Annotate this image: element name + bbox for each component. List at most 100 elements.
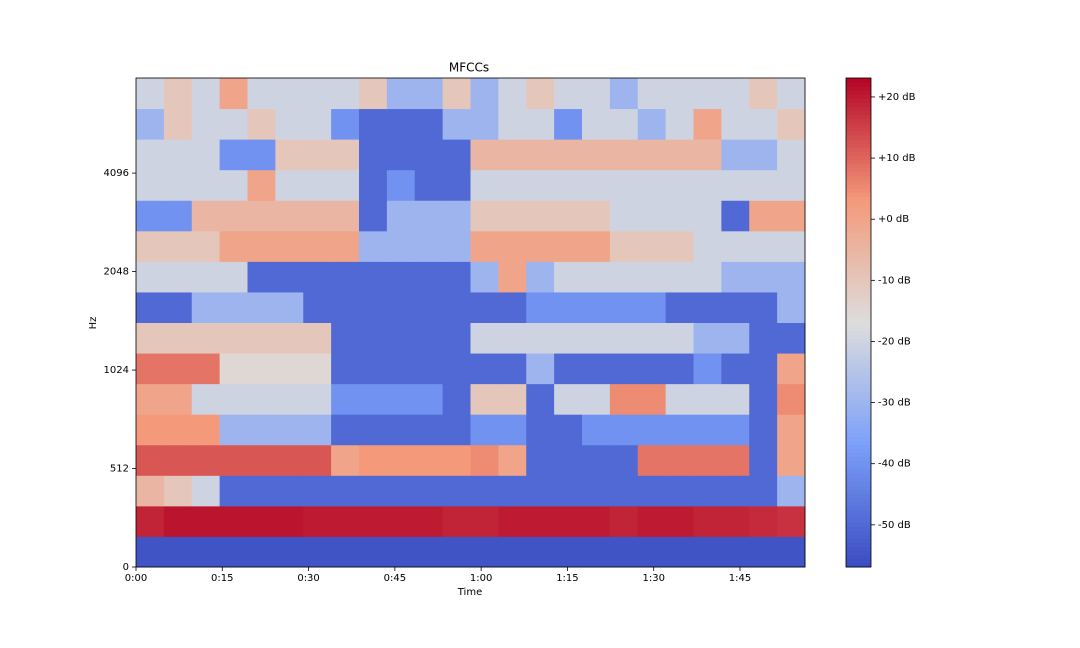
heatmap-cell bbox=[386, 169, 416, 201]
heatmap-cell bbox=[303, 169, 332, 201]
heatmap-cell bbox=[721, 261, 750, 293]
heatmap-cell bbox=[303, 139, 332, 171]
heatmap-cell bbox=[721, 78, 750, 110]
heatmap-cell bbox=[163, 536, 193, 568]
heatmap-cell bbox=[554, 200, 583, 232]
colorbar-step bbox=[846, 98, 871, 103]
heatmap-cell bbox=[275, 322, 304, 354]
heatmap-cell bbox=[331, 200, 360, 232]
colorbar-step bbox=[846, 212, 871, 218]
heatmap-cell bbox=[554, 444, 583, 476]
colorbar-step bbox=[846, 245, 871, 250]
colorbar-step bbox=[846, 86, 871, 91]
heatmap-cell bbox=[442, 505, 471, 537]
colorbar-step bbox=[846, 534, 871, 539]
heatmap-cell bbox=[777, 200, 806, 232]
heatmap-cell bbox=[554, 322, 583, 354]
heatmap-cell bbox=[163, 414, 193, 446]
heatmap-cell bbox=[777, 353, 806, 385]
colorbar-step bbox=[846, 122, 871, 128]
heatmap-cell bbox=[442, 444, 471, 476]
heatmap-cell bbox=[219, 78, 248, 110]
colorbar-step bbox=[846, 440, 871, 446]
heatmap-cell bbox=[470, 230, 499, 262]
heatmap-cell bbox=[470, 108, 499, 140]
heatmap-cell bbox=[386, 383, 416, 415]
x-tick-label: 1:00 bbox=[470, 573, 492, 584]
heatmap-cell bbox=[442, 414, 471, 446]
heatmap-cell bbox=[665, 444, 694, 476]
heatmap-cell bbox=[163, 230, 193, 262]
heatmap-cell bbox=[359, 139, 388, 171]
heatmap-cell bbox=[665, 536, 694, 568]
heatmap-cell bbox=[386, 108, 416, 140]
heatmap-cell bbox=[303, 78, 332, 110]
colorbar-step bbox=[846, 522, 871, 527]
heatmap-cell bbox=[275, 383, 304, 415]
heatmap-cell bbox=[414, 536, 444, 568]
heatmap-cell bbox=[665, 414, 694, 446]
heatmap-cell bbox=[749, 230, 778, 262]
heatmap-cell bbox=[749, 444, 778, 476]
heatmap-cell bbox=[693, 414, 722, 446]
heatmap-cell bbox=[693, 291, 722, 323]
heatmap-cell bbox=[721, 414, 750, 446]
heatmap-cell bbox=[136, 353, 165, 385]
colorbar-step bbox=[846, 489, 871, 495]
heatmap-cell bbox=[609, 505, 639, 537]
colorbar-step bbox=[846, 253, 871, 258]
colorbar-step bbox=[846, 285, 871, 291]
colorbar-step bbox=[846, 501, 871, 507]
heatmap-cell bbox=[219, 139, 248, 171]
heatmap-cell bbox=[749, 139, 778, 171]
colorbar-step bbox=[846, 518, 871, 523]
x-tick-label: 0:15 bbox=[211, 573, 233, 584]
heatmap-cell bbox=[582, 414, 611, 446]
colorbar-step bbox=[846, 542, 871, 548]
heatmap-cell bbox=[582, 383, 611, 415]
heatmap-cell bbox=[609, 169, 639, 201]
heatmap-cell bbox=[442, 200, 471, 232]
colorbar-step bbox=[846, 228, 871, 234]
heatmap-cell bbox=[163, 261, 193, 293]
heatmap-cell bbox=[136, 78, 165, 110]
heatmap-cell bbox=[136, 139, 165, 171]
heatmap-cell bbox=[359, 322, 388, 354]
heatmap-cell bbox=[275, 505, 304, 537]
heatmap-cell bbox=[136, 230, 165, 262]
heatmap-cell bbox=[414, 139, 444, 171]
colorbar-step bbox=[846, 196, 871, 201]
colorbar-step bbox=[846, 94, 871, 99]
heatmap-cell bbox=[609, 291, 639, 323]
heatmap-cell bbox=[749, 261, 778, 293]
colorbar-step bbox=[846, 220, 871, 226]
colorbar-step bbox=[846, 538, 871, 544]
heatmap-cell bbox=[303, 230, 332, 262]
heatmap-cell bbox=[637, 444, 667, 476]
heatmap-cell bbox=[303, 322, 332, 354]
heatmap-cell bbox=[554, 108, 583, 140]
heatmap-cell bbox=[582, 353, 611, 385]
heatmap-cell bbox=[665, 108, 694, 140]
heatmap-cell bbox=[275, 536, 304, 568]
heatmap-cell bbox=[163, 78, 193, 110]
heatmap-cell bbox=[219, 200, 248, 232]
heatmap-cell bbox=[136, 108, 165, 140]
colorbar-tick-label: +0 dB bbox=[878, 214, 909, 225]
heatmap-cell bbox=[136, 414, 165, 446]
plot-frame bbox=[135, 77, 806, 568]
heatmap-cell bbox=[749, 78, 778, 110]
heatmap-cell bbox=[526, 414, 555, 446]
heatmap-cell bbox=[693, 169, 722, 201]
heatmap-cell bbox=[582, 322, 611, 354]
heatmap-cell bbox=[637, 230, 667, 262]
heatmap-cell bbox=[526, 200, 555, 232]
heatmap-cell bbox=[526, 78, 555, 110]
colorbar-step bbox=[846, 465, 871, 470]
heatmap-cell bbox=[163, 108, 193, 140]
colorbar-frame bbox=[845, 77, 872, 568]
heatmap-cell bbox=[777, 444, 806, 476]
heatmap-cell bbox=[554, 139, 583, 171]
heatmap-cell bbox=[163, 505, 193, 537]
heatmap-cell bbox=[191, 78, 221, 110]
